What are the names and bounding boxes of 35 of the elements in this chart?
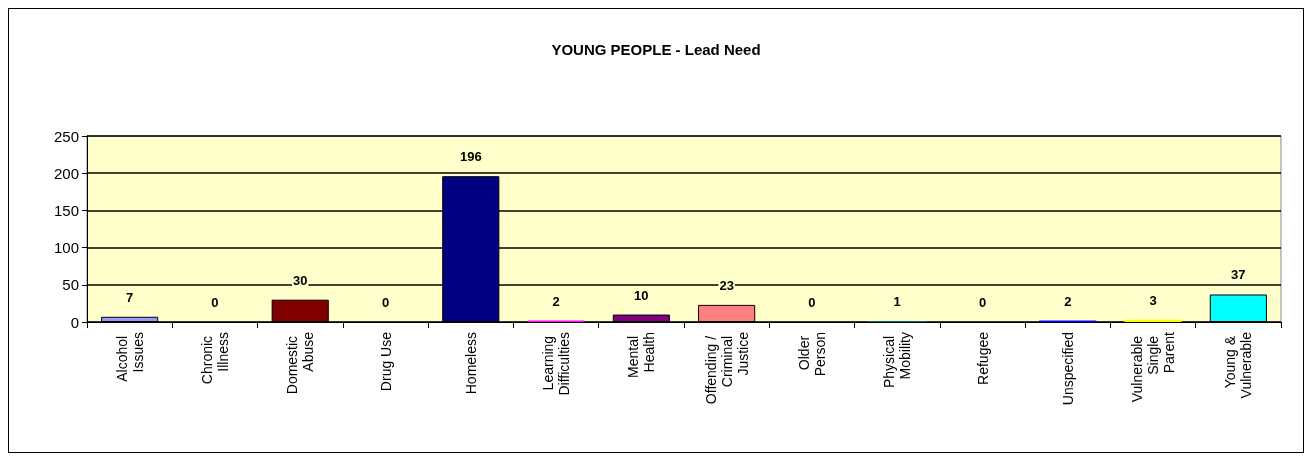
y-tick-label: 50	[62, 276, 79, 294]
data-label: 0	[978, 295, 987, 310]
data-label: 23	[719, 277, 734, 293]
data-label: 0	[808, 295, 816, 310]
data-label: 10	[634, 287, 649, 303]
data-label: 0	[211, 295, 219, 310]
x-tick-label: Drug Use	[377, 331, 394, 392]
data-label: 3	[1149, 292, 1157, 308]
x-tick-label: Young & Vulnerable	[1222, 331, 1255, 399]
x-tick-label: Physical Mobility	[881, 332, 914, 389]
data-label: 0	[381, 295, 390, 310]
data-label: 7	[126, 289, 134, 305]
x-tick-label: Alcohol Issues	[113, 332, 146, 382]
x-tick-label: Refugee	[974, 331, 991, 385]
x-tick-label: Unspecified	[1059, 332, 1076, 406]
data-label: 2	[1064, 293, 1072, 309]
y-tick-label: 150	[53, 201, 79, 219]
data-label: 196	[459, 149, 482, 165]
y-tick-label: 250	[53, 127, 79, 145]
x-tick-label: Homeless	[462, 332, 479, 395]
data-label: 2	[552, 293, 560, 309]
x-tick-label: Learning Difficulties	[540, 332, 573, 396]
data-label: 37	[1231, 267, 1246, 283]
y-tick-label: 0	[70, 313, 79, 331]
data-label: 30	[292, 272, 308, 288]
data-label: 1	[893, 294, 901, 310]
y-tick-label: 100	[53, 239, 79, 257]
x-tick-label: Vulnerable Single Parent	[1129, 331, 1178, 403]
chart-title: YOUNG PEOPLE - Lead Need	[551, 41, 761, 58]
x-tick-label: Offending / Criminal Justice	[702, 331, 751, 405]
y-tick-label: 200	[53, 164, 79, 182]
x-tick-label: Older Person	[795, 332, 828, 377]
x-tick-label: Domestic Abuse	[284, 331, 317, 395]
x-tick-label: Chronic Illness	[198, 332, 231, 385]
x-tick-label: Mental Health	[625, 332, 658, 378]
